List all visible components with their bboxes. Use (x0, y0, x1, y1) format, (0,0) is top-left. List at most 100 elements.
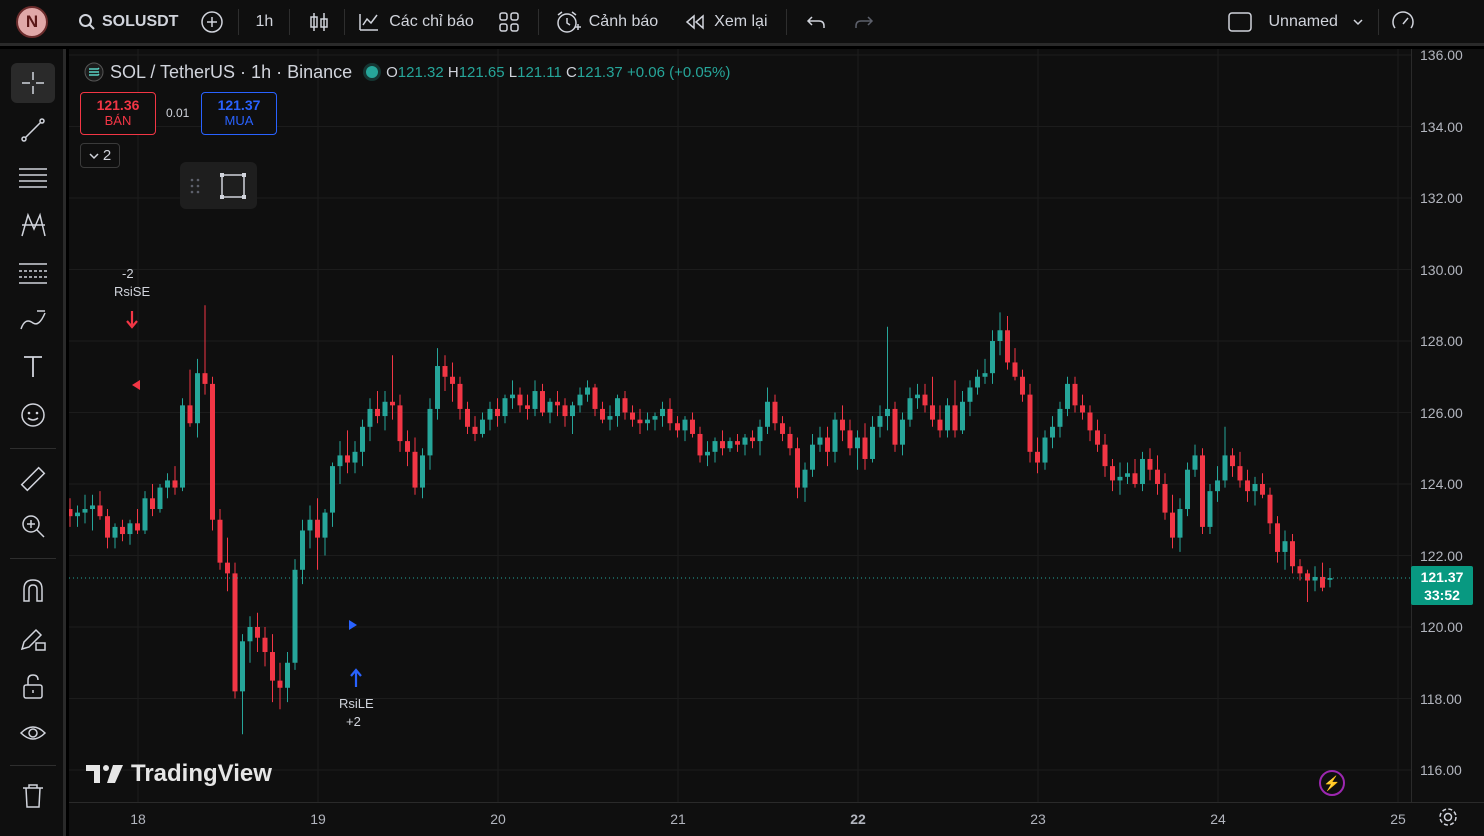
buy-button[interactable]: 121.37 MUA (201, 92, 277, 135)
candle-body (622, 398, 628, 413)
candle-body (750, 437, 755, 442)
symbol-search-button[interactable]: SOLUSDT (78, 0, 178, 45)
candle-body (667, 408, 673, 424)
candle-body (1305, 573, 1310, 581)
price-tick-label: 116.00 (1420, 762, 1462, 778)
settings-gear-icon[interactable] (1437, 806, 1459, 828)
candle-body (690, 419, 695, 434)
candle-body (1297, 566, 1303, 574)
lock-drawing-tool[interactable] (11, 618, 55, 658)
layout-menu-button[interactable]: Unnamed (1227, 0, 1364, 45)
candle-body (202, 373, 208, 384)
rewind-icon (685, 13, 704, 30)
emoji-tool[interactable] (11, 395, 55, 435)
candle-body (315, 519, 320, 538)
candle-body (697, 433, 703, 456)
unlock-icon (23, 674, 43, 699)
chart-type-button[interactable] (308, 0, 330, 45)
candle-body (330, 466, 335, 513)
candle-body (570, 405, 575, 417)
candlestick-chart[interactable] (69, 49, 1411, 802)
lightning-icon[interactable]: ⚡ (1319, 770, 1345, 796)
templates-button[interactable] (498, 0, 520, 45)
replay-label: Xem lại (714, 12, 768, 30)
candle-body (712, 441, 718, 452)
fib-tool[interactable] (11, 158, 55, 198)
logo-text: TradingView (131, 760, 272, 787)
market-status-icon[interactable] (366, 66, 379, 78)
price-tick-label: 136.00 (1420, 47, 1463, 63)
candle-body (1215, 480, 1220, 492)
candle-body (69, 509, 73, 517)
price-tick-label: 128.00 (1420, 333, 1463, 349)
horizontal-lines-icon (19, 168, 47, 188)
candle-body (157, 487, 163, 510)
candle-body (720, 441, 725, 449)
redo-button[interactable] (853, 0, 875, 45)
tradingview-logo[interactable]: TradingView (85, 760, 272, 788)
forecast-tool[interactable] (11, 253, 55, 293)
candle-body (232, 573, 238, 692)
buy-label: MUA (224, 113, 254, 128)
candle-body (960, 401, 965, 431)
candle-body (735, 441, 740, 445)
candle-body (555, 401, 560, 406)
trend-line-tool[interactable] (11, 110, 55, 150)
candle-body (420, 455, 425, 488)
replay-button[interactable]: Xem lại (684, 0, 768, 45)
layout-name: Unnamed (1268, 12, 1338, 30)
indicators-button[interactable]: Các chỉ báo (357, 0, 474, 45)
crosshair-tool[interactable] (11, 63, 55, 103)
high-key: H (447, 63, 459, 81)
sell-button[interactable]: 121.36 BÁN (80, 92, 156, 135)
buy-arrow-icon (350, 668, 362, 687)
legend-title[interactable]: SOL / TetherUS · 1h · Binance (110, 61, 353, 82)
candle-body (1132, 473, 1138, 484)
candle-body (1080, 405, 1085, 413)
undo-button[interactable] (805, 0, 827, 45)
interval-button[interactable]: 1h (255, 12, 274, 30)
pattern-tool[interactable] (11, 205, 55, 245)
candle-body (562, 405, 568, 417)
candle-body (1282, 541, 1288, 552)
time-axis[interactable]: 18 19 20 21 22 23 24 25 (69, 802, 1484, 836)
quick-search-button[interactable] (1391, 0, 1415, 45)
zoom-tool[interactable] (11, 506, 55, 546)
magnet-tool[interactable] (11, 571, 55, 611)
candle-body (592, 387, 598, 409)
text-tool[interactable] (11, 347, 55, 387)
candle-body (262, 637, 268, 653)
candle-body (577, 394, 583, 406)
long-signal-label: RsiLE (339, 696, 374, 711)
price-axis[interactable]: 136.00 134.00 132.00 130.00 128.00 126.00 124.… (1411, 47, 1484, 802)
sell-arrow-icon (126, 311, 138, 329)
compare-symbol-button[interactable] (200, 0, 224, 45)
measure-tool[interactable] (11, 459, 55, 499)
user-avatar[interactable]: N (16, 5, 48, 38)
brush-tool[interactable] (11, 300, 55, 340)
candle-body (487, 408, 493, 420)
last-price-badge: 121.37 33:52 (1411, 566, 1473, 606)
candle-body (772, 401, 778, 424)
toolbar-divider (289, 8, 291, 35)
lock-all-tool[interactable] (11, 666, 55, 706)
close-value: 121.37 (576, 63, 623, 81)
drag-handle-icon[interactable] (190, 177, 200, 195)
remove-drawings-tool[interactable] (11, 776, 55, 816)
collapse-indicators-button[interactable]: 2 (80, 143, 120, 168)
toolbar-divider (785, 8, 787, 35)
candle-body (982, 373, 988, 377)
candle-body (1020, 376, 1025, 395)
candle-body (1057, 408, 1063, 427)
rectangle-select-icon[interactable] (219, 172, 247, 200)
candle-body (637, 419, 643, 424)
candle-body (165, 480, 170, 488)
symbol-label: SOLUSDT (102, 12, 179, 30)
candle-body (1260, 484, 1265, 495)
toolbar-divider (238, 8, 240, 35)
alerts-button[interactable]: Cảnh báo (555, 0, 658, 45)
gauge-icon (1392, 10, 1414, 28)
hide-drawings-tool[interactable] (11, 713, 55, 753)
chart-pane[interactable] (69, 49, 1411, 802)
price-tick-label: 122.00 (1420, 547, 1463, 564)
